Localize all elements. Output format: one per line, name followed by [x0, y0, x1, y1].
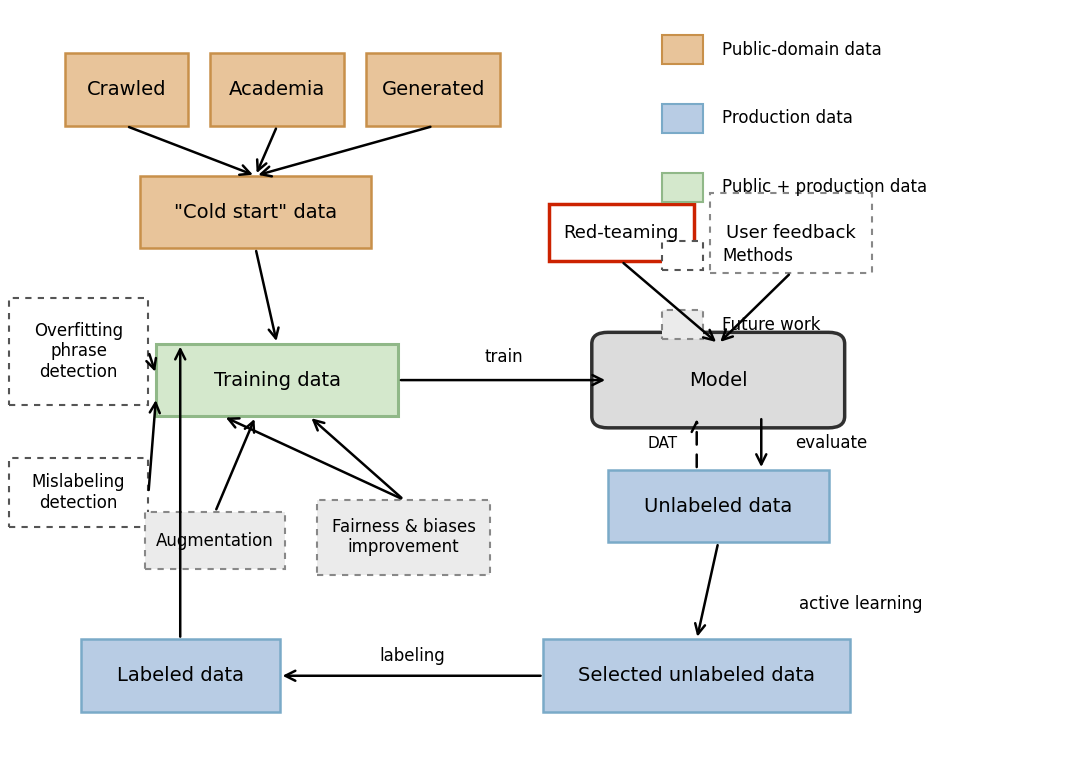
Text: Labeled data: Labeled data — [116, 666, 244, 685]
Text: Red-teaming: Red-teaming — [564, 224, 679, 241]
Text: Model: Model — [689, 371, 748, 390]
Text: train: train — [484, 348, 523, 366]
FancyBboxPatch shape — [662, 173, 703, 202]
FancyBboxPatch shape — [662, 35, 703, 64]
FancyBboxPatch shape — [549, 204, 694, 261]
Text: Future work: Future work — [722, 316, 821, 334]
Text: Fairness & biases
improvement: Fairness & biases improvement — [331, 518, 476, 556]
FancyBboxPatch shape — [145, 512, 285, 569]
Text: Augmentation: Augmentation — [156, 532, 274, 549]
FancyBboxPatch shape — [9, 298, 148, 405]
Text: Methods: Methods — [722, 247, 793, 265]
FancyBboxPatch shape — [317, 500, 490, 575]
FancyBboxPatch shape — [543, 639, 850, 712]
Text: Training data: Training data — [213, 371, 341, 390]
Text: Crawled: Crawled — [87, 80, 166, 99]
Text: Selected unlabeled data: Selected unlabeled data — [578, 666, 816, 685]
Text: Generated: Generated — [381, 80, 485, 99]
Text: User feedback: User feedback — [726, 224, 855, 241]
FancyBboxPatch shape — [662, 310, 703, 339]
FancyBboxPatch shape — [710, 193, 872, 273]
FancyBboxPatch shape — [662, 104, 703, 133]
FancyBboxPatch shape — [81, 639, 280, 712]
Text: Unlabeled data: Unlabeled data — [645, 497, 792, 516]
Text: Academia: Academia — [229, 80, 325, 99]
FancyBboxPatch shape — [366, 53, 500, 126]
Text: active learning: active learning — [799, 594, 922, 613]
FancyBboxPatch shape — [65, 53, 188, 126]
FancyBboxPatch shape — [662, 241, 703, 270]
FancyBboxPatch shape — [210, 53, 344, 126]
Text: Public + production data: Public + production data — [722, 178, 928, 196]
FancyBboxPatch shape — [9, 458, 148, 527]
Text: labeling: labeling — [379, 646, 445, 665]
FancyBboxPatch shape — [156, 344, 398, 416]
FancyBboxPatch shape — [608, 470, 829, 542]
Text: evaluate: evaluate — [795, 434, 867, 452]
Text: DAT: DAT — [648, 435, 677, 451]
Text: Overfitting
phrase
detection: Overfitting phrase detection — [34, 322, 123, 381]
FancyBboxPatch shape — [592, 332, 845, 428]
Text: Public-domain data: Public-domain data — [722, 40, 881, 59]
Text: "Cold start" data: "Cold start" data — [174, 202, 337, 222]
FancyBboxPatch shape — [140, 176, 371, 248]
Text: Production data: Production data — [722, 109, 853, 128]
Text: Mislabeling
detection: Mislabeling detection — [32, 474, 125, 512]
